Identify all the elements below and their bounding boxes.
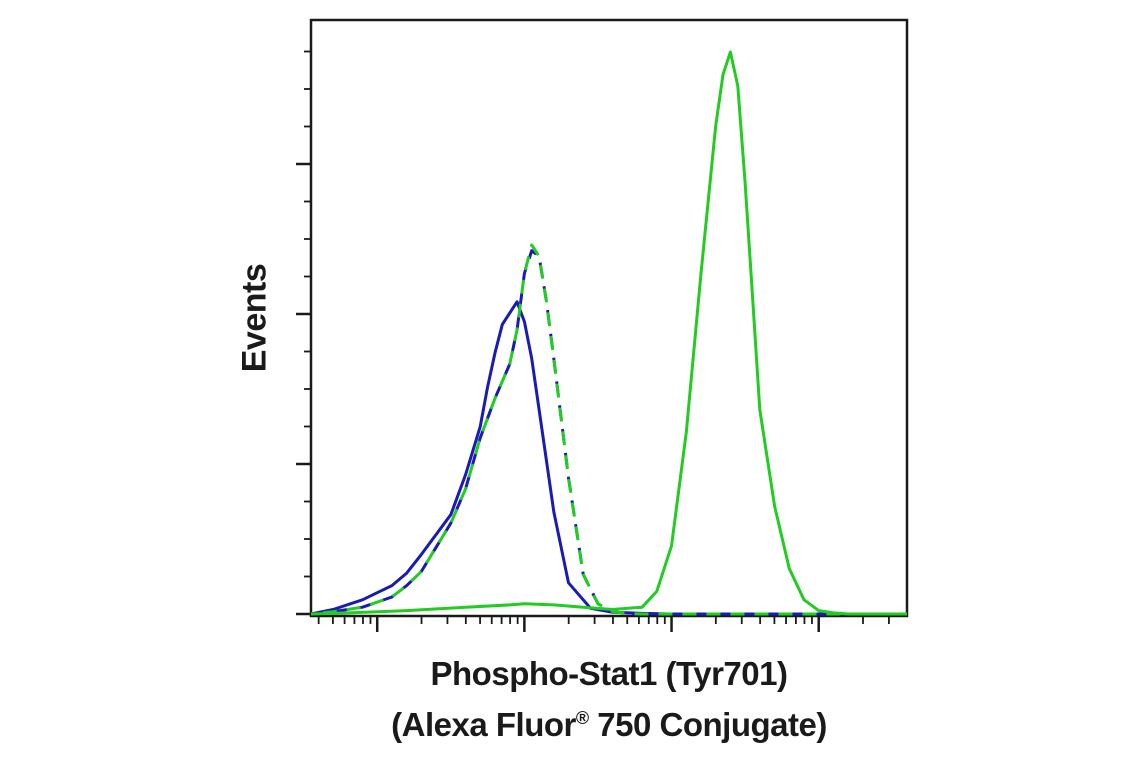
registered-mark: ® (575, 708, 589, 728)
x-axis-label-line2-pre: (Alexa Fluor (391, 706, 576, 743)
series-line-2 (310, 249, 907, 616)
x-axis-label-line1: Phospho-Stat1 (Tyr701) (430, 655, 788, 692)
series-line-4 (310, 50, 907, 616)
plot-frame (309, 18, 909, 618)
y-axis-ticks (296, 50, 311, 616)
x-axis-label-line2-post: 750 Conjugate) (588, 706, 827, 743)
x-axis-ticks (317, 616, 890, 632)
series-line-3 (310, 243, 907, 616)
x-axis-label-line2: (Alexa Fluor® 750 Conjugate) (391, 696, 827, 747)
x-axis-label: Phospho-Stat1 (Tyr701) (Alexa Fluor® 750… (391, 652, 827, 747)
series-layer (310, 50, 907, 616)
series-line-1 (310, 300, 907, 616)
y-axis-label: Events (235, 263, 274, 373)
